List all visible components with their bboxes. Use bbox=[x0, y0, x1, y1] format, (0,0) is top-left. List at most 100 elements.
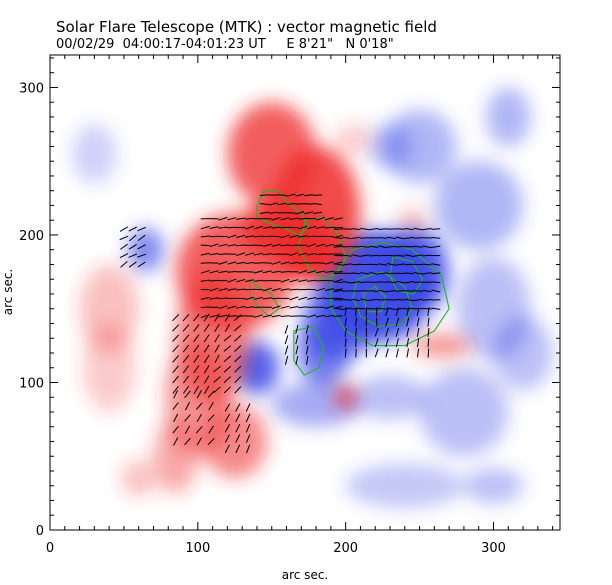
field-vector-416 bbox=[214, 323, 220, 332]
field-vector-296 bbox=[404, 281, 414, 284]
field-vector-451 bbox=[207, 414, 215, 422]
field-vector-67 bbox=[245, 252, 255, 256]
field-vector-487 bbox=[284, 324, 289, 334]
field-vector-432 bbox=[233, 324, 242, 332]
field-vector-494 bbox=[305, 335, 309, 345]
field-vector-460 bbox=[235, 434, 241, 443]
field-vector-313 bbox=[422, 307, 432, 310]
field-vector-32 bbox=[218, 243, 228, 247]
field-vector-116 bbox=[280, 244, 290, 247]
field-vector-384 bbox=[172, 324, 180, 332]
field-vector-223 bbox=[342, 307, 352, 310]
field-vector-377 bbox=[427, 307, 430, 317]
field-vector-41 bbox=[227, 271, 237, 273]
field-vector-161 bbox=[316, 270, 325, 274]
field-vector-251 bbox=[360, 237, 370, 239]
field-vector-402 bbox=[204, 385, 210, 395]
field-vector-268 bbox=[378, 263, 388, 266]
field-vector-462 bbox=[235, 413, 241, 423]
negative-region-1 bbox=[375, 227, 450, 317]
field-vector-16 bbox=[209, 279, 219, 282]
field-vector-149 bbox=[307, 270, 317, 274]
field-vector-366 bbox=[406, 317, 410, 327]
field-vector-396 bbox=[193, 365, 200, 374]
field-vector-433 bbox=[233, 314, 242, 321]
field-vector-449 bbox=[207, 437, 215, 446]
field-vector-408 bbox=[203, 323, 210, 332]
field-vector-443 bbox=[184, 390, 191, 399]
field-vector-490 bbox=[295, 335, 299, 345]
field-vector-98 bbox=[271, 297, 281, 300]
field-vector-379 bbox=[172, 375, 179, 384]
field-vector-237 bbox=[351, 272, 361, 275]
field-vector-430 bbox=[234, 345, 242, 352]
field-vector-467 bbox=[245, 413, 251, 423]
y-tick-label-2: 200 bbox=[19, 229, 44, 244]
field-vector-294 bbox=[404, 298, 414, 302]
field-vector-114 bbox=[280, 261, 290, 265]
field-vector-382 bbox=[172, 344, 180, 353]
field-vector-217 bbox=[333, 272, 343, 275]
field-vector-356 bbox=[385, 317, 389, 327]
field-vector-25 bbox=[218, 305, 228, 310]
field-vector-310 bbox=[413, 245, 423, 248]
field-vector-143 bbox=[298, 217, 308, 220]
field-vector-466 bbox=[245, 423, 251, 433]
y-tick-label-1: 100 bbox=[19, 376, 44, 391]
field-vector-167 bbox=[316, 216, 325, 221]
field-vector-481 bbox=[137, 244, 146, 250]
field-vector-163 bbox=[315, 253, 326, 256]
transverse-field-vectors bbox=[119, 193, 441, 454]
negative-region-16 bbox=[72, 124, 117, 184]
field-vector-489 bbox=[295, 345, 299, 355]
field-vector-469 bbox=[120, 261, 128, 268]
field-vector-81 bbox=[253, 235, 263, 238]
field-vector-119 bbox=[280, 217, 290, 221]
field-vector-410 bbox=[213, 386, 221, 394]
field-vector-495 bbox=[305, 324, 309, 334]
field-vector-289 bbox=[395, 254, 405, 257]
field-vector-311 bbox=[413, 237, 423, 239]
field-vector-388 bbox=[182, 365, 190, 374]
field-vector-424 bbox=[224, 323, 231, 333]
field-vector-260 bbox=[369, 245, 379, 248]
field-vector-405 bbox=[203, 354, 210, 363]
field-vector-386 bbox=[182, 385, 190, 394]
field-vector-14 bbox=[209, 297, 219, 300]
field-vector-323 bbox=[431, 307, 441, 310]
field-vector-322 bbox=[422, 227, 432, 231]
field-vector-315 bbox=[422, 289, 432, 293]
field-vector-441 bbox=[184, 414, 191, 422]
field-vector-245 bbox=[360, 290, 370, 292]
field-vector-183 bbox=[333, 288, 343, 291]
field-vector-9 bbox=[200, 235, 210, 238]
field-vector-101 bbox=[271, 270, 281, 273]
field-vector-331 bbox=[431, 237, 441, 239]
field-vector-422 bbox=[223, 345, 232, 352]
field-vector-342 bbox=[355, 307, 357, 317]
field-vector-448 bbox=[196, 390, 202, 399]
field-vector-411 bbox=[213, 376, 221, 383]
field-vector-241 bbox=[351, 236, 361, 239]
field-vector-70 bbox=[245, 225, 254, 230]
field-vector-280 bbox=[386, 245, 397, 248]
field-vector-353 bbox=[385, 348, 389, 358]
field-vector-472 bbox=[119, 235, 129, 241]
field-vector-89 bbox=[262, 270, 272, 274]
field-vector-176 bbox=[324, 243, 334, 247]
field-vector-12 bbox=[209, 314, 219, 318]
field-vector-373 bbox=[427, 348, 430, 358]
field-vector-265 bbox=[378, 289, 388, 293]
field-vector-212 bbox=[313, 194, 323, 196]
field-vector-370 bbox=[416, 327, 420, 337]
field-vector-403 bbox=[203, 375, 210, 384]
field-vector-404 bbox=[203, 365, 210, 374]
field-vector-192 bbox=[259, 211, 269, 214]
field-vector-250 bbox=[360, 245, 370, 248]
field-vector-224 bbox=[342, 299, 352, 301]
field-vector-22 bbox=[209, 226, 219, 229]
field-vector-159 bbox=[316, 287, 325, 292]
field-vector-464 bbox=[246, 444, 251, 454]
field-vector-480 bbox=[137, 253, 147, 258]
field-vector-153 bbox=[307, 235, 317, 238]
